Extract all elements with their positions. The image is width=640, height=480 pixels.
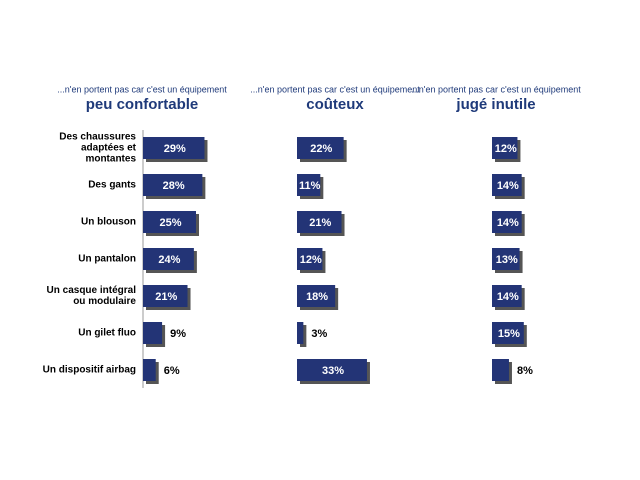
category-label: Un casque intégral ou modulaire <box>46 285 136 307</box>
bar <box>297 174 321 196</box>
bar <box>492 211 522 233</box>
value-label: 12% <box>495 143 517 155</box>
value-label: 14% <box>497 180 519 192</box>
value-label: 25% <box>159 217 181 229</box>
value-label: 13% <box>496 254 518 266</box>
category-label: Un gilet fluo <box>78 327 136 339</box>
bar <box>297 137 344 159</box>
category-label: Un dispositif airbag <box>42 364 136 376</box>
bar <box>492 248 520 270</box>
bar <box>492 322 524 344</box>
value-label: 15% <box>498 328 520 340</box>
value-label: 14% <box>497 291 519 303</box>
category-label: Un blouson <box>81 216 136 228</box>
bar <box>492 174 522 196</box>
bar <box>492 285 522 307</box>
category-label: Un pantalon <box>78 253 136 265</box>
category-label: Des gants <box>88 179 136 191</box>
panel-subtitle: ...n'en portent pas car c'est un équipem… <box>57 84 227 94</box>
panel-title: coûteux <box>306 96 364 113</box>
panel-title: jugé inutile <box>455 96 535 113</box>
bar <box>297 322 304 344</box>
bar <box>143 322 163 344</box>
value-label: 3% <box>311 328 327 340</box>
value-label: 8% <box>517 365 533 377</box>
panel-title: peu confortable <box>86 96 199 113</box>
panel-subtitle: ...n'en portent pas car c'est un équipem… <box>250 84 420 94</box>
bar <box>492 137 518 159</box>
value-label: 18% <box>306 291 328 303</box>
bar <box>297 211 342 233</box>
bar <box>143 211 196 233</box>
category-label: Des chaussures adaptées et montantes <box>59 131 136 165</box>
panel-subtitle: ...n'en portent pas car c'est un équipem… <box>411 84 581 94</box>
value-label: 6% <box>164 365 180 377</box>
value-label: 14% <box>497 217 519 229</box>
value-label: 9% <box>170 328 186 340</box>
bar <box>297 285 336 307</box>
bar <box>492 359 509 381</box>
bar <box>143 248 194 270</box>
value-label: 12% <box>300 254 322 266</box>
value-label: 29% <box>164 143 186 155</box>
value-label: 28% <box>163 180 185 192</box>
bar <box>297 359 367 381</box>
value-label: 21% <box>309 217 331 229</box>
bar <box>143 174 203 196</box>
bar <box>143 137 205 159</box>
value-label: 24% <box>158 254 180 266</box>
value-label: 22% <box>310 143 332 155</box>
bar <box>143 285 188 307</box>
value-label: 21% <box>155 291 177 303</box>
value-label: 11% <box>299 180 321 192</box>
value-label: 33% <box>322 365 344 377</box>
bar <box>297 248 323 270</box>
bar <box>143 359 156 381</box>
